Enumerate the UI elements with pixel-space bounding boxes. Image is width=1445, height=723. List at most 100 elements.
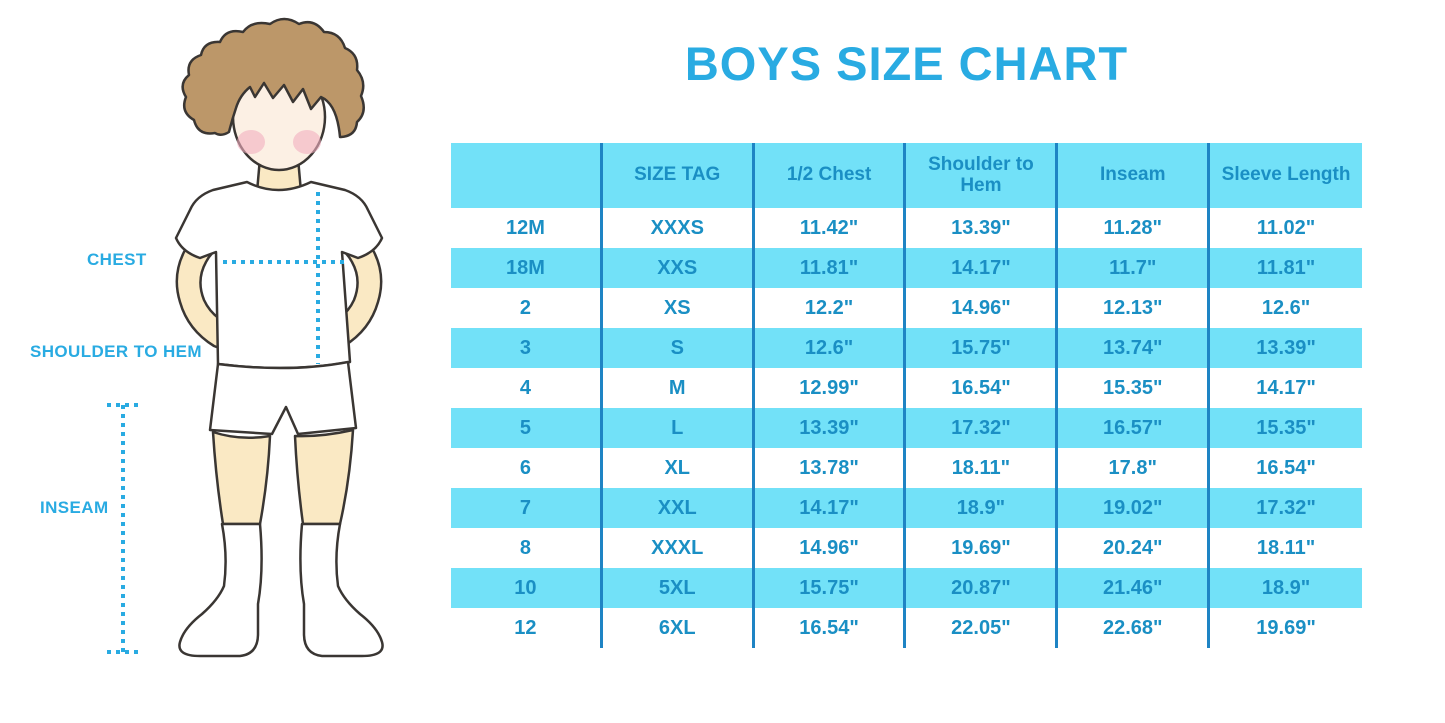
boy-right-leg (293, 428, 355, 526)
boy-hair (181, 17, 365, 139)
size-table-body: 12M XXXS 11.42" 13.39" 11.28" 11.02" 18M XXS 11.… (451, 208, 1362, 648)
value-cell: 17.32" (1256, 497, 1316, 519)
boy-figure-illustration (107, 17, 384, 658)
inseam-label: INSEAM (40, 498, 109, 517)
value-cell: 18.11" (1256, 537, 1316, 559)
boy-right-sock (299, 522, 384, 658)
value-cell: 16.54" (1256, 457, 1316, 479)
value-cell: 17.8" (1058, 448, 1211, 488)
value-cell: XXL (603, 488, 755, 528)
table-row: 12M XXXS 11.42" 13.39" 11.28" 11.02" (451, 208, 1362, 248)
header-cell: Sleeve Length (1221, 164, 1351, 186)
table-row: 7 XXL 14.17" 18.9" 19.02" 17.32" (451, 488, 1362, 528)
value-cell: XS (603, 288, 755, 328)
value-cell: 14.96" (906, 288, 1059, 328)
value-cell: 14.96" (755, 528, 907, 568)
header-cell (451, 143, 603, 208)
table-row: 4 M 12.99" 16.54" 15.35" 14.17" (451, 368, 1362, 408)
size-cell: 6 (451, 448, 603, 488)
value-cell: 21.46" (1058, 568, 1211, 608)
value-cell: 11.02" (1256, 217, 1316, 239)
size-table: SIZE TAG 1/2 Chest Shoulder to Hem Inseam Sl… (451, 143, 1362, 648)
boy-blush-right (293, 130, 321, 154)
value-cell: XL (603, 448, 755, 488)
header-cell: SIZE TAG (603, 143, 755, 208)
value-cell: M (603, 368, 755, 408)
value-cell: 18.9" (906, 488, 1059, 528)
value-cell: 13.39" (1256, 337, 1316, 359)
table-row: 3 S 12.6" 15.75" 13.74" 13.39" (451, 328, 1362, 368)
shoulder-to-hem-label: SHOULDER TO HEM (30, 342, 202, 361)
value-cell: 5XL (603, 568, 755, 608)
value-cell: 12.13" (1058, 288, 1211, 328)
table-row: 2 XS 12.2" 14.96" 12.13" 12.6" (451, 288, 1362, 328)
value-cell: 15.75" (755, 568, 907, 608)
table-row: 10 5XL 15.75" 20.87" 21.46" 18.9" (451, 568, 1362, 608)
value-cell: 11.42" (755, 208, 907, 248)
value-cell: 20.87" (906, 568, 1059, 608)
boy-left-sock (178, 522, 263, 658)
value-cell: 18.9" (1261, 577, 1311, 599)
value-cell: 19.69" (906, 528, 1059, 568)
chest-label: CHEST (87, 250, 147, 269)
value-cell: 18.11" (906, 448, 1059, 488)
value-cell: 13.74" (1058, 328, 1211, 368)
size-cell: 18M (451, 248, 603, 288)
value-cell: 14.17" (906, 248, 1059, 288)
value-cell: 11.81" (1256, 257, 1316, 279)
value-cell: 13.39" (906, 208, 1059, 248)
size-cell: 5 (451, 408, 603, 448)
value-cell: 12.2" (755, 288, 907, 328)
value-cell: 14.17" (755, 488, 907, 528)
value-cell: 13.78" (755, 448, 907, 488)
size-cell: 12 (451, 608, 603, 648)
value-cell: 19.02" (1058, 488, 1211, 528)
size-cell: 2 (451, 288, 603, 328)
value-cell: XXXS (603, 208, 755, 248)
size-cell: 8 (451, 528, 603, 568)
table-row: 5 L 13.39" 17.32" 16.57" 15.35" (451, 408, 1362, 448)
boy-blush-left (237, 130, 265, 154)
header-cell: 1/2 Chest (755, 143, 907, 208)
value-cell: 13.39" (755, 408, 907, 448)
table-row: 18M XXS 11.81" 14.17" 11.7" 11.81" (451, 248, 1362, 288)
value-cell: 22.05" (906, 608, 1059, 648)
value-cell: L (603, 408, 755, 448)
header-cell: Shoulder to Hem (906, 143, 1059, 208)
size-cell: 3 (451, 328, 603, 368)
page-title: BOYS SIZE CHART (684, 37, 1129, 90)
value-cell: 14.17" (1256, 377, 1316, 399)
size-table-header: SIZE TAG 1/2 Chest Shoulder to Hem Inseam Sl… (451, 143, 1362, 208)
table-row: 12 6XL 16.54" 22.05" 22.68" 19.69" (451, 608, 1362, 648)
value-cell: 17.32" (906, 408, 1059, 448)
value-cell: 15.75" (906, 328, 1059, 368)
table-row: 8 XXXL 14.96" 19.69" 20.24" 18.11" (451, 528, 1362, 568)
value-cell: 20.24" (1058, 528, 1211, 568)
size-cell: 12M (451, 208, 603, 248)
boy-left-leg (211, 430, 272, 526)
value-cell: 16.57" (1058, 408, 1211, 448)
value-cell: 11.28" (1058, 208, 1211, 248)
value-cell: 19.69" (1256, 617, 1316, 639)
value-cell: 15.35" (1256, 417, 1316, 439)
size-cell: 10 (451, 568, 603, 608)
value-cell: 11.81" (755, 248, 907, 288)
value-cell: 16.54" (755, 608, 907, 648)
value-cell: 12.99" (755, 368, 907, 408)
boy-shorts (208, 360, 358, 436)
value-cell: 12.6" (1261, 297, 1311, 319)
value-cell: S (603, 328, 755, 368)
table-row: 6 XL 13.78" 18.11" 17.8" 16.54" (451, 448, 1362, 488)
value-cell: 12.6" (755, 328, 907, 368)
size-cell: 7 (451, 488, 603, 528)
value-cell: 16.54" (906, 368, 1059, 408)
value-cell: XXS (603, 248, 755, 288)
value-cell: 6XL (603, 608, 755, 648)
header-cell: Inseam (1058, 143, 1211, 208)
size-cell: 4 (451, 368, 603, 408)
value-cell: 15.35" (1058, 368, 1211, 408)
value-cell: 22.68" (1058, 608, 1211, 648)
value-cell: 11.7" (1058, 248, 1211, 288)
value-cell: XXXL (603, 528, 755, 568)
